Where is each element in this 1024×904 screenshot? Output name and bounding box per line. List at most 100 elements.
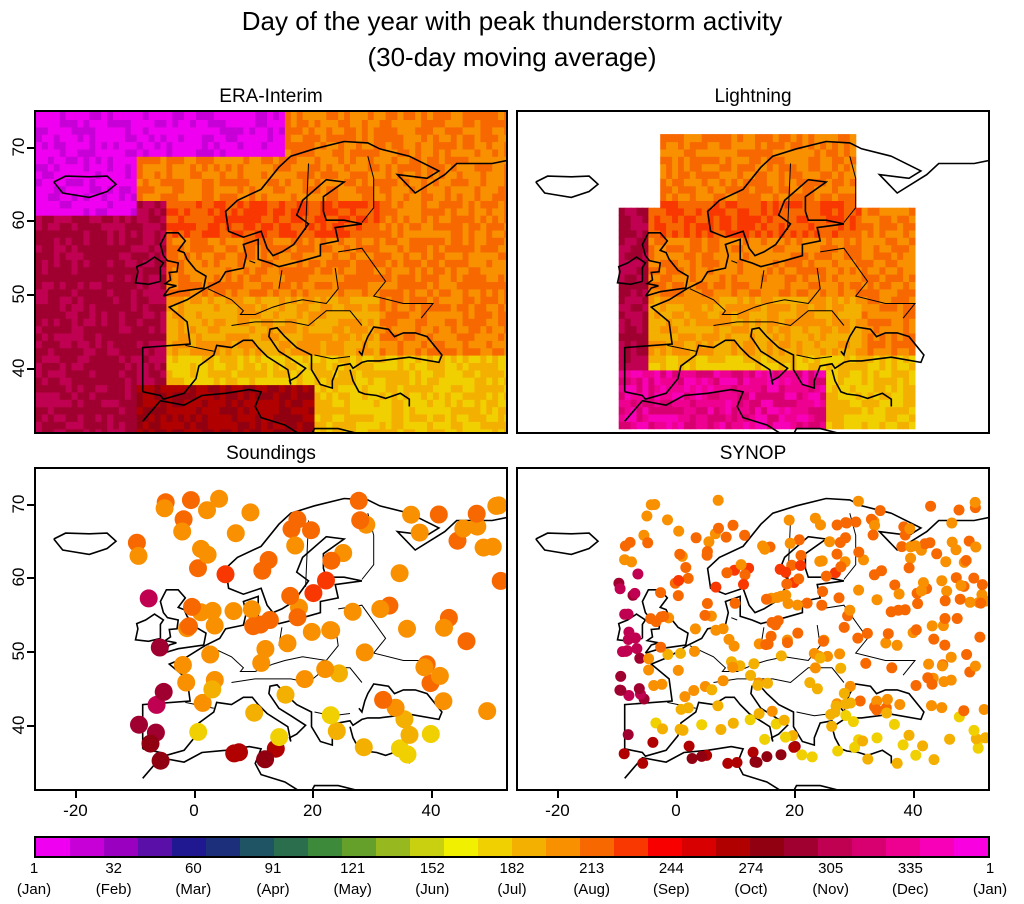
- station-marker: [355, 643, 374, 662]
- station-marker: [727, 519, 739, 531]
- station-marker: [617, 646, 628, 658]
- coastline: [831, 726, 893, 764]
- station-marker: [629, 587, 641, 599]
- station-marker: [632, 568, 644, 580]
- lat-tick-label: 50: [9, 641, 28, 661]
- coastline: [843, 156, 857, 223]
- coastline: [207, 268, 339, 315]
- coastline: [616, 256, 647, 286]
- map-panel-synop: [516, 467, 990, 791]
- station-marker: [657, 723, 668, 735]
- station-map: [53, 489, 506, 789]
- station-marker: [761, 593, 772, 605]
- station-marker: [728, 640, 740, 652]
- station-marker: [655, 641, 667, 653]
- station-marker: [622, 634, 634, 645]
- station-marker: [917, 740, 929, 752]
- station-marker: [390, 739, 409, 758]
- station-marker: [701, 546, 713, 557]
- station-marker: [871, 704, 883, 716]
- station-marker: [975, 597, 987, 609]
- station-marker: [926, 620, 938, 632]
- station-marker: [801, 597, 813, 609]
- coastline: [159, 589, 207, 654]
- station-marker: [715, 724, 727, 735]
- station-marker: [390, 564, 409, 583]
- station-marker: [853, 584, 865, 596]
- station-marker: [330, 664, 348, 683]
- station-marker: [936, 575, 948, 587]
- figure-subtitle: (30-day moving average): [367, 42, 657, 72]
- station-marker: [295, 670, 314, 689]
- station-marker: [795, 550, 807, 561]
- station-marker: [645, 499, 657, 511]
- station-marker: [739, 569, 751, 581]
- colorbar-label: 244 (Sep): [652, 860, 690, 898]
- station-marker: [936, 660, 948, 672]
- station-marker: [683, 740, 695, 752]
- station-marker: [893, 588, 905, 600]
- station-marker: [830, 700, 842, 712]
- station-marker: [775, 650, 787, 662]
- station-marker: [696, 750, 708, 762]
- station-marker: [939, 613, 951, 624]
- station-marker: [915, 585, 927, 597]
- station-marker: [946, 517, 958, 529]
- station-marker: [434, 692, 453, 711]
- station-marker: [400, 725, 419, 744]
- station-marker: [834, 537, 846, 548]
- station-marker: [857, 735, 869, 747]
- colorbar-label: 274 (Oct): [734, 860, 768, 898]
- station-marker: [727, 717, 739, 729]
- station-marker: [964, 596, 976, 608]
- coastline: [338, 247, 435, 319]
- station-marker: [674, 548, 686, 560]
- coastline: [820, 604, 917, 676]
- station-marker: [643, 653, 655, 665]
- station-marker: [674, 723, 686, 735]
- station-marker: [781, 578, 793, 590]
- coastline: [623, 140, 988, 392]
- station-marker: [817, 586, 829, 597]
- panel-title-soundings: Soundings: [226, 443, 316, 464]
- coastline: [134, 613, 165, 643]
- station-marker: [744, 714, 756, 726]
- station-marker: [840, 710, 852, 721]
- station-marker: [762, 677, 773, 689]
- station-marker: [881, 707, 893, 719]
- station-marker: [978, 704, 988, 715]
- station-marker: [631, 643, 643, 655]
- station-marker: [729, 597, 741, 609]
- lon-tick-label: 20: [303, 801, 322, 820]
- station-marker: [662, 514, 673, 526]
- station-marker: [904, 523, 916, 535]
- lat-tick-label: 40: [9, 715, 28, 735]
- station-marker: [968, 724, 980, 736]
- station-marker: [615, 684, 627, 696]
- station-marker: [969, 496, 981, 508]
- station-marker: [270, 728, 289, 747]
- station-marker: [155, 499, 174, 518]
- colorbar-label: 305 (Nov): [812, 860, 849, 898]
- station-marker: [713, 522, 724, 534]
- coastline: [207, 625, 339, 672]
- station-marker: [820, 570, 832, 582]
- station-marker: [780, 731, 791, 743]
- station-marker: [899, 604, 911, 616]
- station-marker: [656, 678, 668, 690]
- station-marker: [710, 624, 722, 636]
- station-marker: [838, 687, 850, 699]
- lat-tick-label: 70: [9, 137, 28, 157]
- station-marker: [619, 540, 631, 552]
- station-marker: [402, 505, 421, 524]
- station-marker: [686, 753, 698, 764]
- coastline: [305, 163, 309, 230]
- station-marker: [748, 658, 760, 670]
- station-marker: [809, 662, 821, 674]
- station-marker: [946, 536, 958, 548]
- map-grid: [535, 134, 988, 432]
- station-marker: [953, 504, 965, 516]
- figure-title: Day of the year with peak thunderstorm a…: [241, 6, 783, 36]
- station-marker: [847, 716, 859, 728]
- station-marker: [655, 611, 667, 623]
